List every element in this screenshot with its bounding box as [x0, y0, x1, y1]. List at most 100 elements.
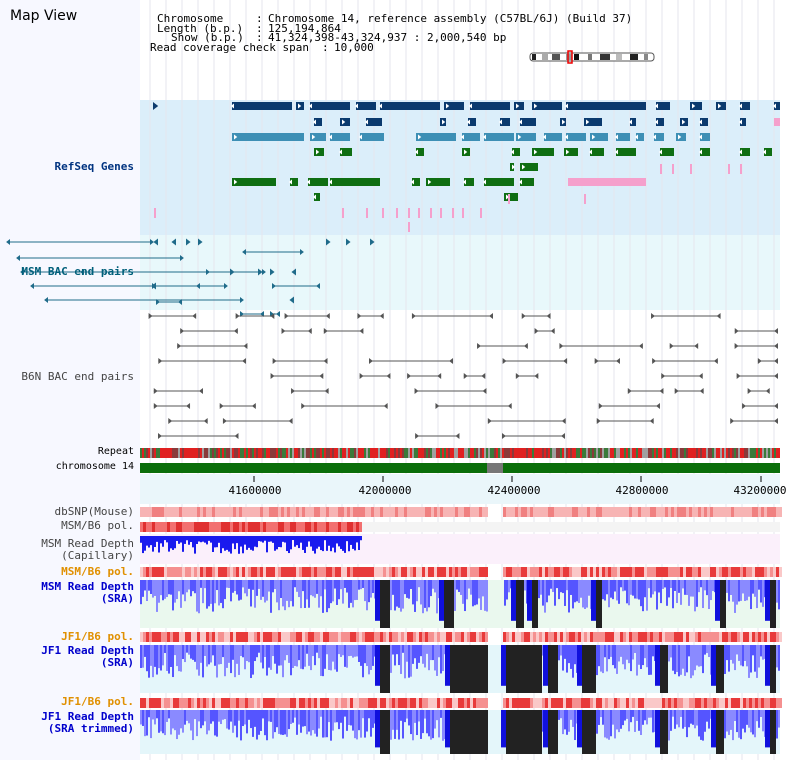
track-label-msm-depth-cap-line2[interactable]: (Capillary) [61, 549, 134, 562]
repeat-mark [228, 448, 230, 458]
depth-bar [312, 536, 314, 551]
repeat-mark [658, 448, 660, 458]
repeat-mark [478, 448, 480, 458]
depth-bar [280, 580, 282, 599]
track-label-jf1-depth-sra-line2[interactable]: (SRA) [100, 656, 134, 669]
repeat-mark [368, 448, 370, 458]
pol-cell [773, 632, 776, 642]
pol-cell [464, 698, 467, 708]
track-label-msm-b6-pol-2[interactable]: MSM/B6 pol. [61, 565, 134, 578]
pol-cell [302, 522, 305, 532]
gene-strand-arrow [308, 103, 312, 109]
track-label-jf1-depth-sra-line1[interactable]: JF1 Read Depth [41, 644, 134, 657]
pol-cell [746, 632, 749, 642]
track-label-repeat[interactable]: Repeat [97, 446, 134, 457]
pol-cell [482, 698, 485, 708]
bac-end-arrow [507, 403, 512, 409]
snp-density-cell [293, 507, 296, 517]
pol-cell [626, 632, 629, 642]
depth-bar [230, 645, 232, 674]
pol-cell [536, 567, 539, 577]
depth-bar [732, 645, 734, 664]
snp-density-cell [608, 507, 611, 517]
repeat-mark [690, 448, 692, 458]
repeat-mark [744, 448, 746, 458]
repeat-mark [540, 448, 542, 458]
depth-bar [334, 645, 336, 670]
repeat-mark [620, 448, 622, 458]
track-label-chromosome[interactable]: chromosome 14 [55, 461, 134, 472]
depth-bar [596, 645, 598, 676]
pol-cell [752, 632, 755, 642]
track-label-msm-b6-pol-1[interactable]: MSM/B6 pol. [61, 519, 134, 532]
track-label-jf1-depth-trim-line2[interactable]: (SRA trimmed) [47, 722, 134, 735]
track-label-msm-bac[interactable]: MSM BAC end pairs [21, 265, 134, 278]
track-label-jf1-b6-pol-2[interactable]: JF1/B6 pol. [61, 695, 134, 708]
pol-cell [584, 567, 587, 577]
depth-bar [178, 710, 180, 735]
pol-cell [158, 522, 161, 532]
pol-cell [230, 522, 233, 532]
pol-cell [686, 567, 689, 577]
pol-cell [170, 632, 173, 642]
track-label-msm-depth-cap-line1[interactable]: MSM Read Depth [41, 537, 134, 550]
track-label-refseq[interactable]: RefSeq Genes [54, 160, 134, 173]
depth-bar [726, 580, 728, 593]
pol-cell [407, 567, 410, 577]
repeat-mark [554, 448, 556, 458]
track-label-msm-depth-sra-line2[interactable]: (SRA) [100, 592, 134, 605]
depth-bar [622, 580, 624, 592]
pol-cell [530, 567, 533, 577]
gene-strand-arrow [516, 103, 520, 109]
pol-cell [650, 698, 653, 708]
pol-cell [716, 632, 719, 642]
snp-density-cell [437, 507, 440, 517]
depth-bar [326, 536, 328, 551]
depth-bar [568, 710, 570, 732]
snp-density-cell [260, 507, 263, 517]
bac-end-arrow [435, 403, 440, 409]
depth-spike-blue [711, 645, 716, 686]
depth-bar [370, 580, 372, 598]
depth-bar [506, 580, 508, 600]
pol-cell [575, 698, 578, 708]
track-label-jf1-b6-pol-1[interactable]: JF1/B6 pol. [61, 630, 134, 643]
track-label-b6n-bac[interactable]: B6N BAC end pairs [21, 370, 134, 383]
show-value: 41,324,398-43,324,937 : 2,000,540 bp [268, 31, 507, 44]
pol-cell [410, 698, 413, 708]
bac-end-arrow [171, 238, 176, 246]
depth-bar [410, 580, 412, 589]
bac-end-arrow [386, 373, 391, 379]
depth-bar [362, 710, 364, 719]
pol-cell [701, 632, 704, 642]
pol-cell [533, 698, 536, 708]
track-label-msm-depth-sra-line1[interactable]: MSM Read Depth [41, 580, 134, 593]
track-label-jf1-depth-trim-line1[interactable]: JF1 Read Depth [41, 710, 134, 723]
depth-bar [696, 645, 698, 666]
pol-cell [758, 698, 761, 708]
snp-density-cell [773, 507, 776, 517]
gene-strand-arrow [328, 134, 332, 140]
pol-cell [677, 632, 680, 642]
depth-bar [640, 710, 642, 735]
pol-cell [512, 567, 515, 577]
pol-cell [626, 698, 629, 708]
depth-bar [264, 645, 266, 658]
depth-bar [574, 710, 576, 741]
depth-bar [144, 710, 146, 737]
pol-cell [311, 522, 314, 532]
gene-strand-arrow [738, 149, 742, 155]
repeat-mark [348, 448, 350, 458]
repeat-mark [514, 448, 516, 458]
repeat-mark [176, 448, 178, 458]
show-key: Show (b.p.) [171, 31, 244, 44]
depth-bar [300, 536, 302, 543]
bac-end-arrow [230, 268, 235, 276]
pol-cell [554, 698, 557, 708]
repeat-mark [740, 448, 742, 458]
snp-density-cell [701, 507, 704, 517]
depth-bar [234, 710, 236, 726]
pol-cell [458, 698, 461, 708]
track-label-dbsnp[interactable]: dbSNP(Mouse) [54, 505, 134, 518]
gene-block [544, 133, 562, 141]
